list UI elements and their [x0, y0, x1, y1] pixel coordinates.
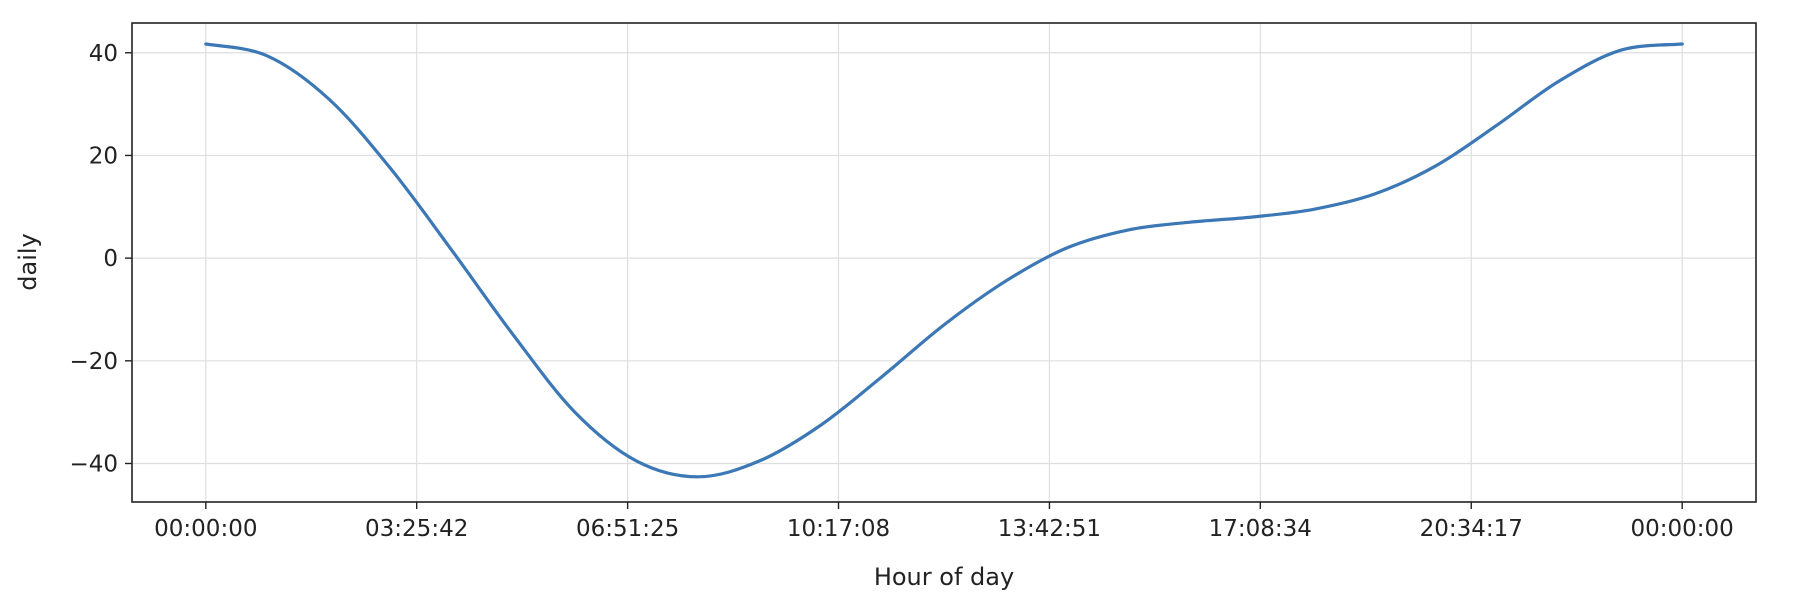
- y-tick-label: −20: [69, 349, 118, 375]
- x-tick-label: 06:51:25: [576, 516, 679, 542]
- y-tick-label: 40: [89, 41, 118, 67]
- x-tick-label: 17:08:34: [1209, 516, 1312, 542]
- y-tick-label: −40: [69, 451, 118, 477]
- x-tick-label: 10:17:08: [787, 516, 890, 542]
- series-line: [204, 42, 1684, 479]
- x-tick-label: 00:00:00: [154, 516, 257, 542]
- grid: [132, 23, 1756, 502]
- x-tick-label: 13:42:51: [998, 516, 1101, 542]
- x-tick-label: 03:25:42: [365, 516, 468, 542]
- y-tick-label: 0: [103, 246, 118, 272]
- ticks: 00:00:00 03:25:42 06:51:25 10:17:08 13:42:51…: [69, 41, 1733, 542]
- series-layer: [204, 42, 1684, 479]
- x-tick-label: 00:00:00: [1631, 516, 1734, 542]
- plot-frame: [131, 22, 1757, 503]
- y-axis-label: daily: [14, 233, 42, 290]
- y-tick-label: 20: [89, 143, 118, 169]
- x-axis-label: Hour of day: [874, 563, 1014, 591]
- x-tick-label: 20:34:17: [1420, 516, 1523, 542]
